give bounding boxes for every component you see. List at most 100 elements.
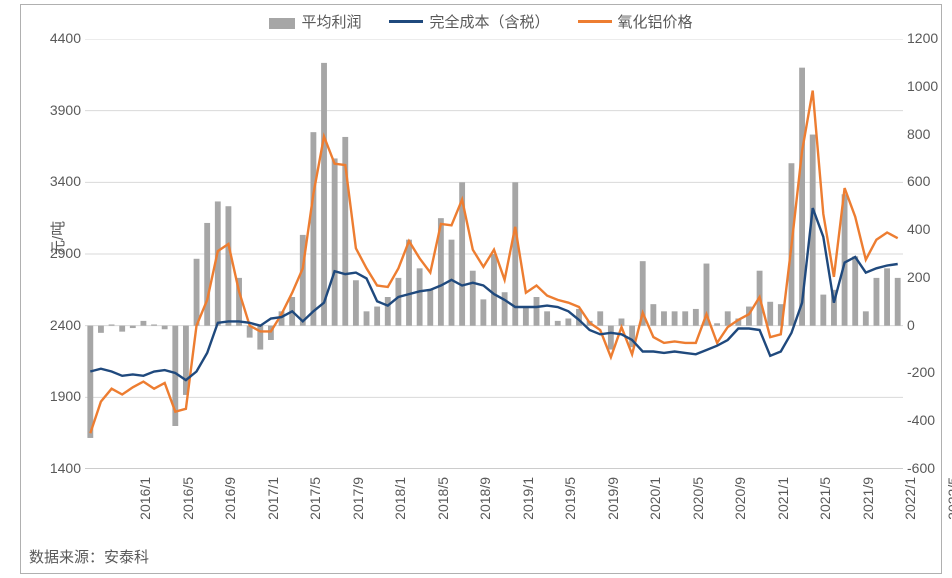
x-tick: 2019/1 — [520, 477, 536, 520]
profit-bar — [682, 311, 688, 325]
profit-bar — [661, 311, 667, 325]
legend-item: 完全成本（含税） — [389, 11, 549, 32]
profit-bar — [544, 311, 550, 325]
x-tick: 2016/9 — [222, 477, 238, 520]
x-tick: 2022/5 — [945, 477, 952, 520]
legend-line-icon — [578, 20, 612, 23]
y-right-tick: 800 — [907, 127, 952, 141]
y-right-tick: -400 — [907, 413, 952, 427]
x-tick: 2016/5 — [180, 477, 196, 520]
profit-bar — [417, 268, 423, 325]
y-right-tick: -200 — [907, 365, 952, 379]
profit-bar — [332, 158, 338, 325]
profit-bar — [406, 240, 412, 326]
y-right-tick: 600 — [907, 174, 952, 188]
x-tick: 2017/9 — [350, 477, 366, 520]
profit-bar — [374, 307, 380, 326]
y-axis-right: -600-400-200020040060080010001200 — [907, 39, 952, 469]
profit-bar — [512, 182, 518, 325]
y-left-tick: 4400 — [31, 31, 81, 45]
profit-bar — [693, 309, 699, 326]
y-left-tick: 2900 — [31, 246, 81, 260]
legend-label: 完全成本（含税） — [429, 14, 549, 31]
y-left-tick: 3900 — [31, 103, 81, 117]
profit-bar — [852, 256, 858, 325]
x-tick: 2017/5 — [307, 477, 323, 520]
x-tick: 2021/5 — [817, 477, 833, 520]
y-right-tick: 1000 — [907, 79, 952, 93]
profit-bar — [109, 324, 115, 325]
profit-bar — [820, 295, 826, 326]
plot-svg — [85, 39, 903, 469]
legend: 平均利润完全成本（含税）氧化铝价格 — [21, 11, 941, 31]
profit-bar — [310, 132, 316, 326]
profit-bar — [449, 240, 455, 326]
plot-area — [85, 39, 903, 469]
legend-line-icon — [389, 20, 423, 23]
profit-bar — [523, 307, 529, 326]
line-cost — [90, 208, 897, 380]
profit-bar — [130, 326, 136, 328]
x-tick: 2018/5 — [435, 477, 451, 520]
x-tick: 2018/1 — [392, 477, 408, 520]
profit-bar — [395, 278, 401, 326]
x-tick: 2020/9 — [732, 477, 748, 520]
profit-bar — [480, 299, 486, 325]
x-tick: 2019/9 — [605, 477, 621, 520]
y-right-tick: 200 — [907, 270, 952, 284]
y-left-tick: 1900 — [31, 389, 81, 403]
profit-bar — [87, 326, 93, 438]
profit-bar — [502, 292, 508, 325]
profit-bar — [650, 304, 656, 326]
profit-bar — [597, 311, 603, 325]
profit-bar — [162, 326, 168, 330]
x-tick: 2021/1 — [775, 477, 791, 520]
y-left-tick: 1400 — [31, 461, 81, 475]
data-source: 数据来源：安泰科 — [29, 546, 149, 567]
profit-bar — [608, 326, 614, 350]
x-tick: 2022/1 — [902, 477, 918, 520]
profit-bar — [555, 321, 561, 326]
profit-bar — [98, 326, 104, 333]
y-axis-left: 1400190024002900340039004400 — [31, 39, 81, 469]
profit-bar — [565, 319, 571, 326]
x-tick: 2019/5 — [562, 477, 578, 520]
x-tick: 2020/5 — [690, 477, 706, 520]
y-left-tick: 3400 — [31, 174, 81, 188]
legend-bar-icon — [269, 18, 295, 29]
legend-label: 平均利润 — [301, 14, 361, 31]
profit-bar — [225, 206, 231, 325]
x-tick: 2018/9 — [477, 477, 493, 520]
profit-bar — [767, 302, 773, 326]
y-right-tick: 400 — [907, 222, 952, 236]
profit-bar — [151, 324, 157, 325]
profit-bar — [141, 321, 147, 326]
profit-bar — [321, 63, 327, 326]
x-tick: 2016/1 — [137, 477, 153, 520]
profit-bar — [204, 223, 210, 326]
y-right-tick: 1200 — [907, 31, 952, 45]
profit-bar — [534, 297, 540, 326]
profit-bar — [385, 297, 391, 326]
profit-bar — [491, 254, 497, 326]
y-right-tick: 0 — [907, 318, 952, 332]
profit-bar — [470, 271, 476, 326]
profit-bar — [725, 311, 731, 325]
profit-bar — [863, 311, 869, 325]
profit-bar — [874, 278, 880, 326]
chart-frame: 平均利润完全成本（含税）氧化铝价格 元/吨 140019002400290034… — [20, 4, 942, 574]
x-tick: 2020/1 — [647, 477, 663, 520]
y-left-tick: 2400 — [31, 318, 81, 332]
y-right-tick: -600 — [907, 461, 952, 475]
profit-bar — [119, 326, 125, 332]
profit-bar — [895, 278, 901, 326]
profit-bar — [353, 280, 359, 325]
profit-bar — [427, 290, 433, 326]
profit-bar — [884, 268, 890, 325]
x-axis: 2016/1 2016/5 2016/9 2017/1 2017/5 2017/9 2018… — [85, 473, 903, 561]
profit-bar — [364, 311, 370, 325]
profit-bar — [714, 323, 720, 325]
x-tick: 2017/1 — [265, 477, 281, 520]
profit-bar — [194, 259, 200, 326]
legend-item: 平均利润 — [269, 11, 361, 32]
